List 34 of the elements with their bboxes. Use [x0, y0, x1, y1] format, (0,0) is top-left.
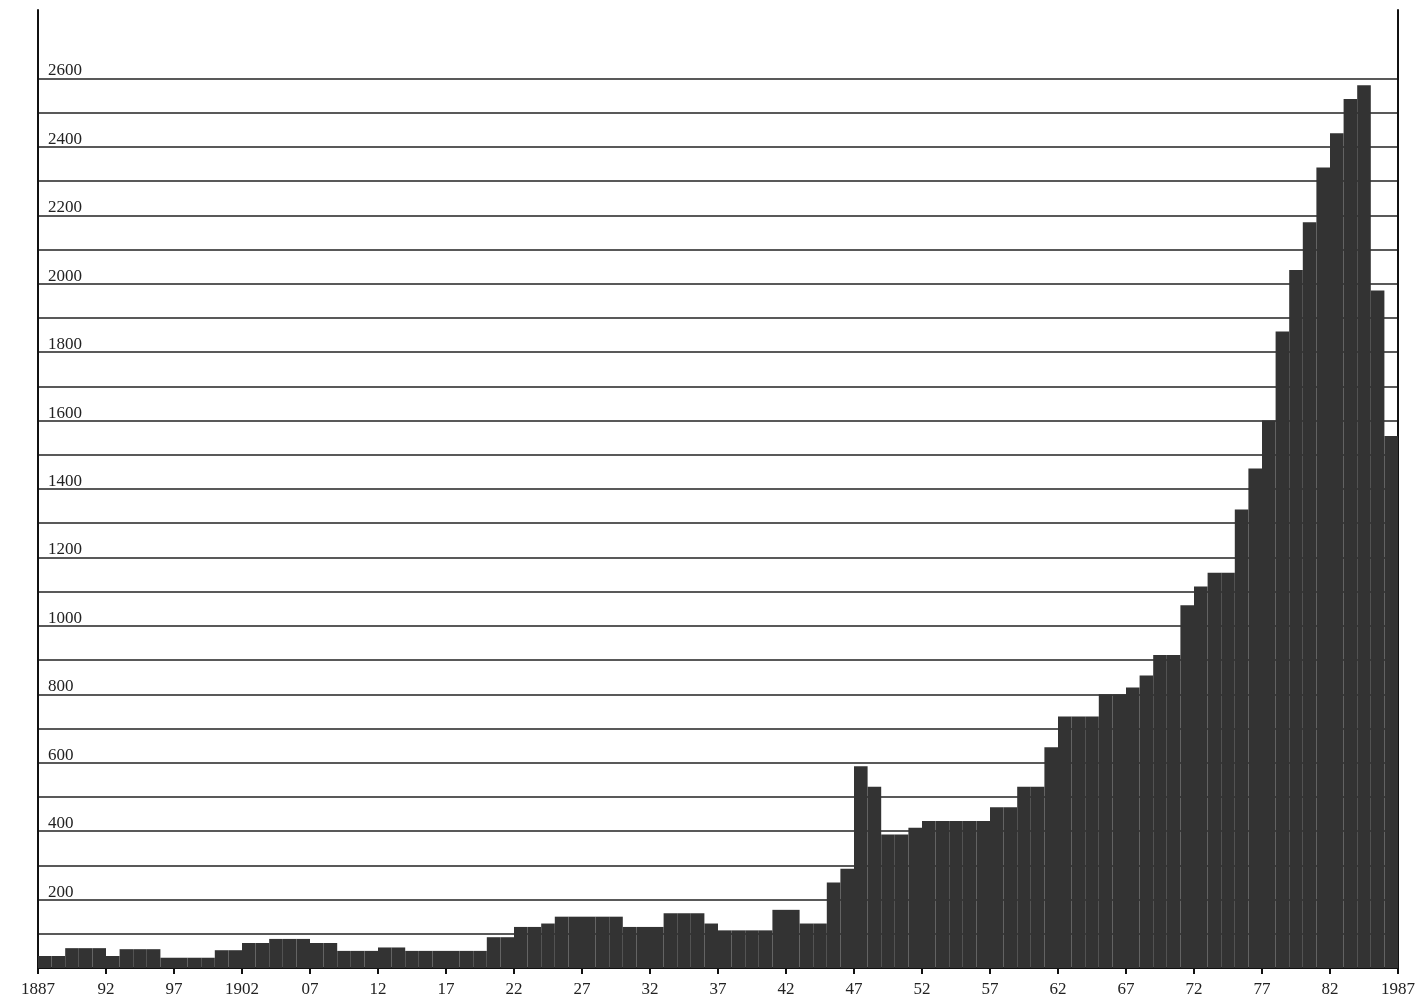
- x-tick-label: 57: [981, 979, 999, 998]
- y-tick-label: 2400: [48, 128, 82, 148]
- x-tick-label: 17: [437, 979, 455, 998]
- y-tick-label: 600: [48, 744, 74, 764]
- x-tick-label: 77: [1253, 979, 1271, 998]
- y-tick-label: 1000: [48, 607, 82, 627]
- y-tick-label: 2200: [48, 197, 82, 217]
- x-tick-label: 1902: [225, 979, 259, 998]
- x-tick-label: 27: [573, 979, 591, 998]
- y-tick-label: 2600: [48, 60, 82, 80]
- x-tick-label: 1887: [21, 979, 56, 998]
- x-tick-label: 62: [1049, 979, 1067, 998]
- x-tick-label: 82: [1321, 979, 1339, 998]
- y-tick-label: 200: [48, 881, 74, 901]
- y-tick-label: 400: [48, 813, 74, 833]
- y-tick-label: 1200: [48, 539, 82, 559]
- y-tick-label: 1600: [48, 402, 82, 422]
- x-tick-label: 92: [97, 979, 115, 998]
- y-tick-label: 1800: [48, 334, 82, 354]
- x-tick-label: 42: [777, 979, 795, 998]
- x-tick-label: 52: [913, 979, 931, 998]
- x-tick-label: 07: [301, 979, 319, 998]
- y-tick-label: 1400: [48, 471, 82, 490]
- x-tick-label: 72: [1185, 979, 1203, 998]
- x-tick-label: 12: [369, 979, 387, 998]
- y-tick-label: 800: [48, 676, 74, 696]
- x-tick-label: 32: [641, 979, 659, 998]
- x-tick-label: 37: [709, 979, 727, 998]
- x-tick-label: 1987: [1381, 979, 1416, 998]
- x-tick-label: 97: [165, 979, 183, 998]
- x-tick-label: 47: [845, 979, 863, 998]
- y-tick-label: 2000: [48, 265, 82, 285]
- x-tick-label: 22: [505, 979, 523, 998]
- x-tick-label: 67: [1117, 979, 1135, 998]
